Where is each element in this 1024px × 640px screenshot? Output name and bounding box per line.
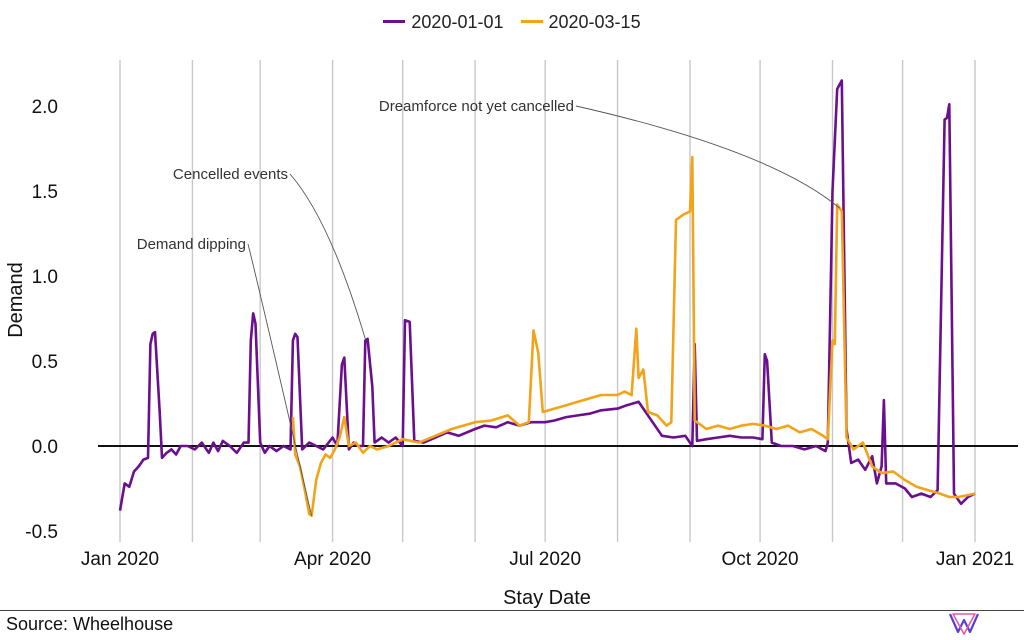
legend-item-2020-01-01: 2020-01-01 xyxy=(383,12,503,33)
legend-label: 2020-03-15 xyxy=(548,12,641,32)
x-tick-label: Jan 2020 xyxy=(81,549,159,570)
legend-swatch-purple xyxy=(383,19,406,23)
annotation-leader xyxy=(289,173,366,340)
y-tick-label: 0.5 xyxy=(32,352,58,373)
legend: 2020-01-01 2020-03-15 xyxy=(0,12,1024,33)
annotation-leader xyxy=(247,243,312,516)
y-tick-label: 1.0 xyxy=(32,267,58,288)
annotation-label: Dreamforce not yet cancelled xyxy=(379,98,574,115)
annotations: Demand dipping Cencelled events Dreamforce… xyxy=(137,98,840,516)
series-line-2020-03-15 xyxy=(291,155,976,518)
legend-item-2020-03-15: 2020-03-15 xyxy=(520,12,641,33)
source-note: Source: Wheelhouse xyxy=(6,614,174,634)
annotation-label: Cencelled events xyxy=(173,166,288,183)
legend-label: 2020-01-01 xyxy=(411,12,504,32)
y-axis-label: Demand xyxy=(5,262,27,338)
x-tick-label: Oct 2020 xyxy=(722,549,799,570)
y-axis-ticks: -0.5 0.0 0.5 1.0 1.5 2.0 xyxy=(25,97,58,543)
x-tick-label: Jul 2020 xyxy=(509,549,581,570)
footer-divider xyxy=(0,610,1024,611)
y-tick-label: 0.0 xyxy=(32,437,58,458)
y-tick-label: 2.0 xyxy=(32,97,58,118)
series-lines xyxy=(118,79,976,518)
vertical-gridlines xyxy=(119,60,976,542)
x-tick-label: Jan 2021 xyxy=(936,549,1014,570)
legend-swatch-orange xyxy=(520,19,543,23)
x-axis-label: Stay Date xyxy=(503,587,591,609)
x-axis-ticks: Jan 2020 Apr 2020 Jul 2020 Oct 2020 Jan 2021 xyxy=(81,549,1014,570)
y-tick-label: 1.5 xyxy=(32,182,58,203)
x-tick-label: Apr 2020 xyxy=(294,549,371,570)
annotation-label: Demand dipping xyxy=(137,236,246,253)
y-tick-label: -0.5 xyxy=(25,522,58,543)
wheelhouse-logo-icon xyxy=(948,613,980,635)
annotation-leader xyxy=(575,105,840,209)
